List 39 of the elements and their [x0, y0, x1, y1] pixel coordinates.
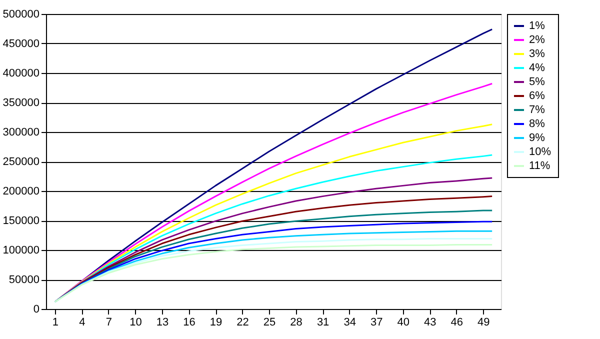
y-tick-label: 300000 [2, 126, 40, 138]
legend-label: 7% [529, 104, 546, 116]
legend-label: 6% [529, 90, 546, 102]
x-tick-label: 40 [397, 316, 410, 328]
x-tick-label: 4 [79, 316, 86, 328]
x-tick-label: 7 [106, 316, 112, 328]
x-tick-label: 19 [210, 316, 222, 328]
x-tick-label: 34 [344, 316, 356, 328]
x-tick-label: 25 [263, 316, 276, 328]
y-tick-label: 350000 [2, 97, 40, 109]
y-tick-label: 500000 [2, 8, 40, 20]
legend-label: 4% [529, 62, 546, 74]
legend-label: 11% [529, 160, 550, 172]
y-tick-label: 200000 [2, 186, 40, 198]
legend-label: 2% [529, 34, 546, 46]
legend-label: 9% [529, 132, 546, 144]
x-tick-label: 1 [52, 316, 58, 328]
y-tick-label: 250000 [2, 156, 40, 168]
x-tick-label: 43 [424, 316, 436, 328]
x-tick-label: 49 [478, 316, 490, 328]
x-tick-label: 22 [236, 316, 249, 328]
y-tick-label: 150000 [2, 215, 40, 227]
x-tick-label: 28 [290, 316, 302, 328]
y-tick-label: 450000 [2, 38, 40, 50]
y-tick-label: 100000 [2, 244, 40, 256]
x-tick-label: 46 [450, 316, 464, 328]
legend-label: 3% [529, 48, 546, 60]
x-tick-label: 13 [156, 316, 169, 328]
y-tick-label: 0 [33, 304, 40, 316]
y-tick-label: 50000 [8, 274, 40, 286]
legend-label: 10% [529, 146, 552, 158]
y-tick-label: 400000 [2, 68, 40, 80]
x-tick-label: 37 [370, 316, 383, 328]
legend-label: 1% [529, 20, 546, 32]
x-tick-label: 31 [316, 316, 330, 328]
legend-label: 8% [529, 118, 546, 130]
x-tick-label: 16 [183, 316, 196, 328]
x-tick-label: 10 [130, 316, 142, 328]
legend-label: 5% [529, 76, 546, 88]
